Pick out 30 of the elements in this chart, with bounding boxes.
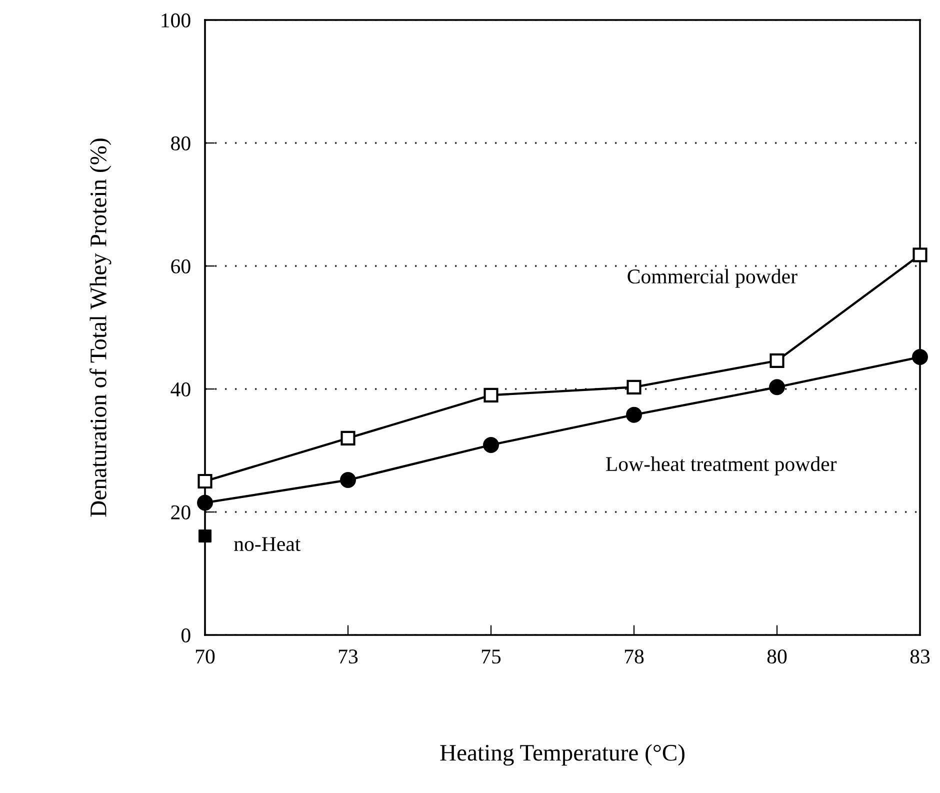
- x-axis-title: Heating Temperature (°C): [440, 744, 684, 766]
- point: [198, 474, 212, 489]
- y-tick-label: 20: [171, 505, 190, 520]
- series-label: Low-heat treatment powder: [606, 456, 837, 476]
- point: [912, 248, 928, 262]
- y-tick-label: 80: [171, 136, 190, 150]
- point: [484, 388, 498, 402]
- x-tick-label: 70: [196, 649, 215, 664]
- y-tick-label: 0: [181, 628, 190, 642]
- y-tick-label: 40: [170, 382, 190, 396]
- point: [197, 494, 213, 511]
- point: [769, 379, 785, 396]
- y-axis-title: Denaturation of Total Whey Protein (%): [90, 138, 112, 517]
- y-tick-label: 100: [162, 13, 190, 28]
- point: [340, 430, 356, 446]
- point: [340, 472, 356, 488]
- x-tick-label: 73: [338, 650, 358, 664]
- point: [770, 353, 784, 368]
- point: [626, 380, 642, 394]
- x-tick-label: 78: [624, 649, 644, 664]
- point: [483, 436, 499, 453]
- point: [912, 349, 928, 366]
- x-tick-label: 83: [910, 649, 930, 664]
- point: [626, 406, 642, 423]
- series-label: no-Heat: [234, 537, 301, 552]
- point: [198, 529, 212, 542]
- x-tick-label: 80: [767, 649, 787, 664]
- x-tick-label: 75: [482, 650, 501, 664]
- y-tick-label: 60: [171, 259, 190, 274]
- text: Commercial powder: [628, 268, 798, 288]
